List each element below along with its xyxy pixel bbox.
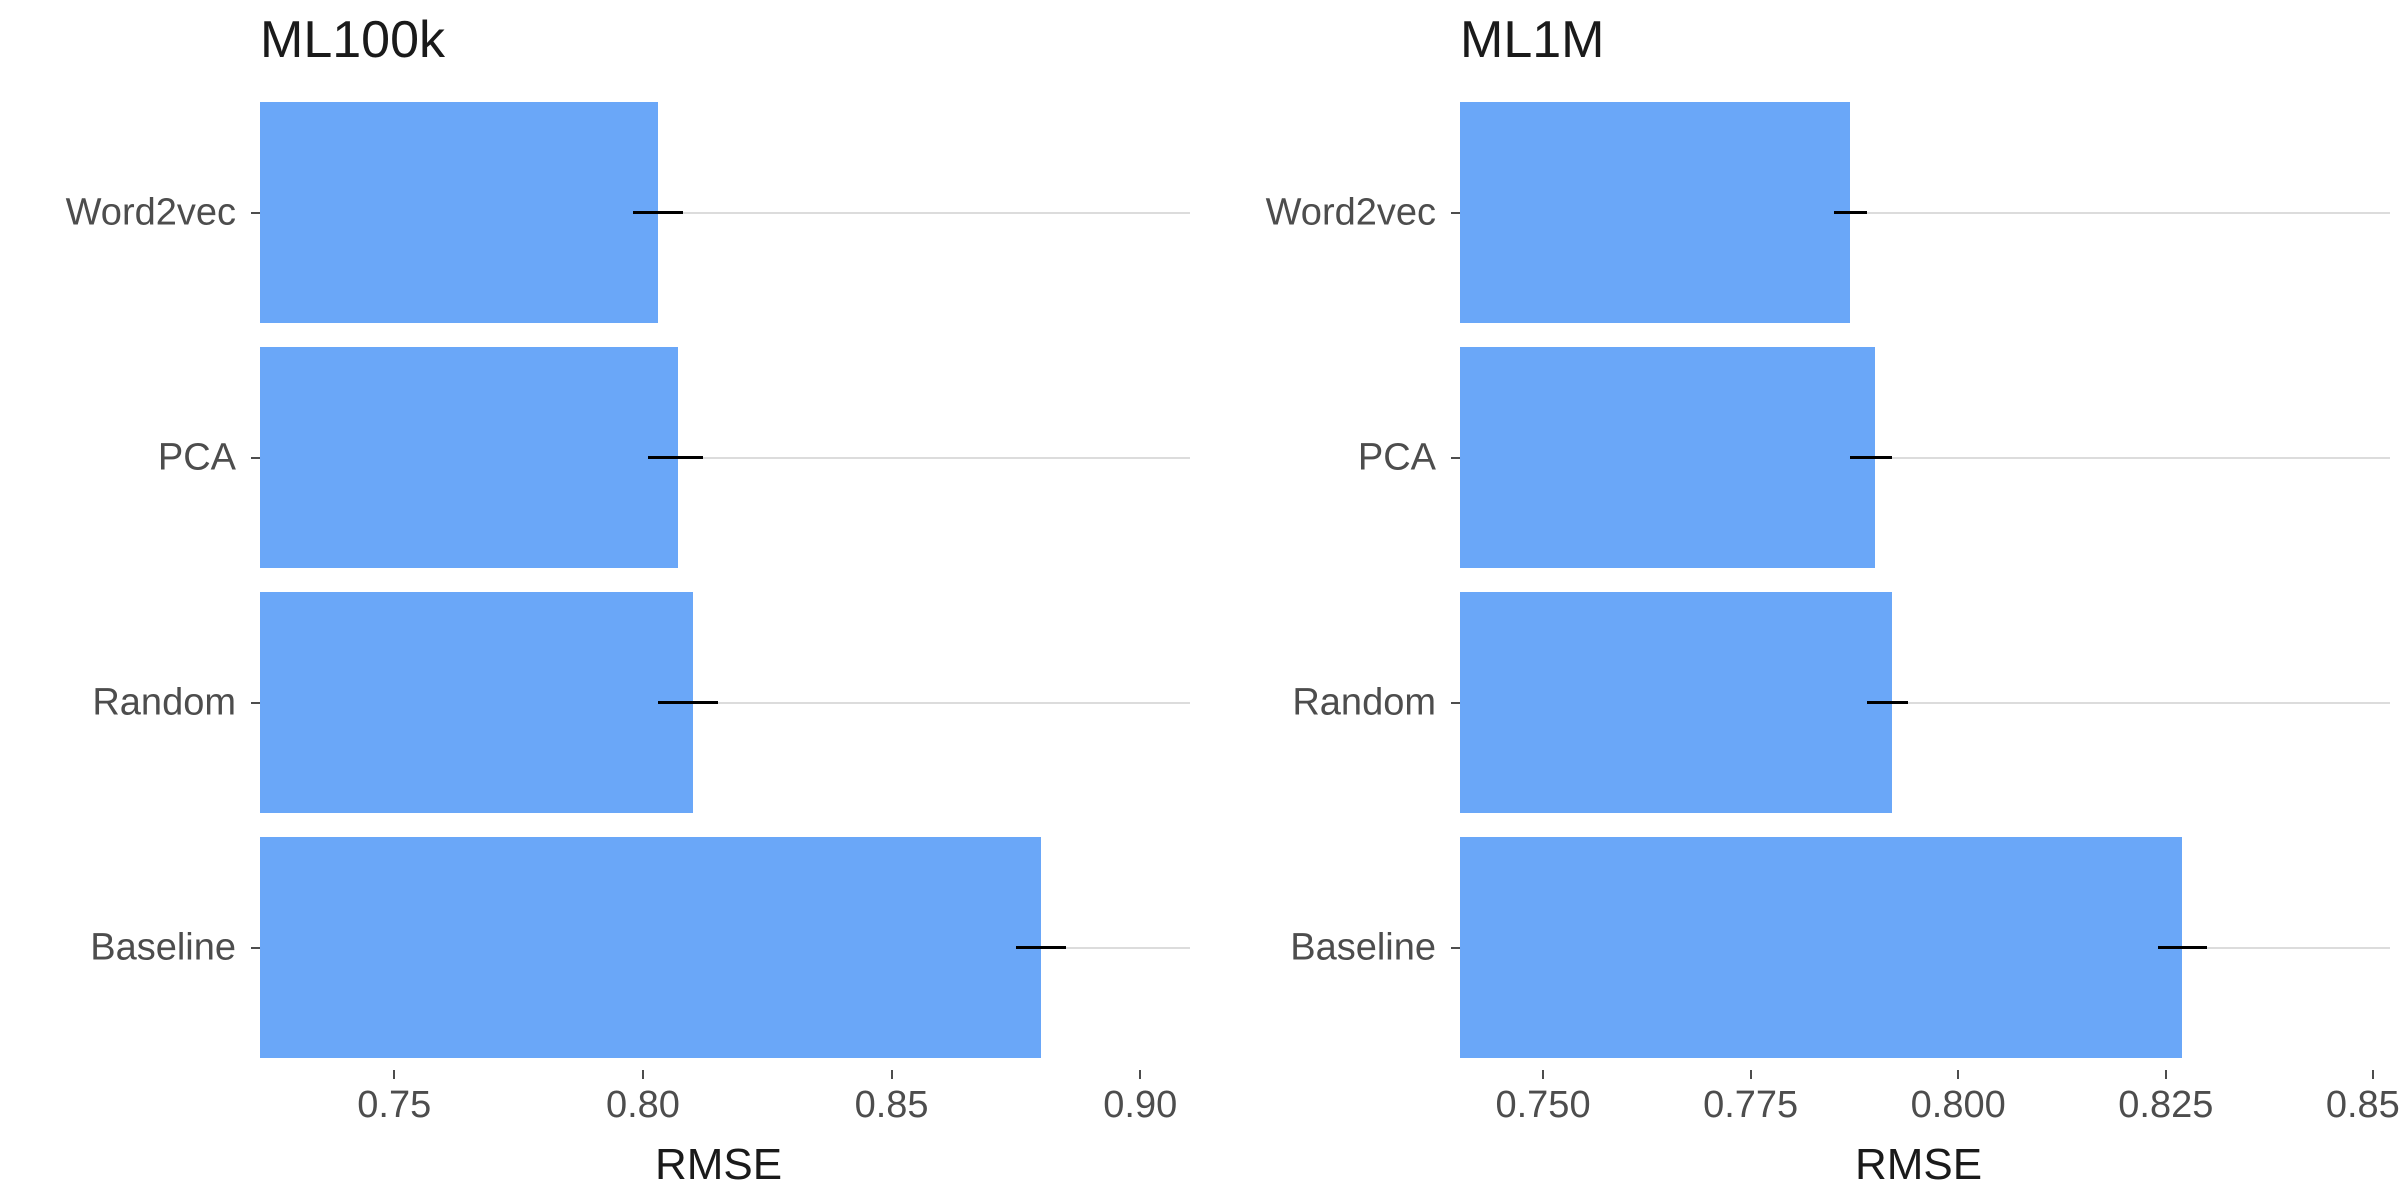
y-tick-mark (1451, 947, 1460, 949)
x-axis-label: RMSE (1855, 1140, 1982, 1190)
bar (1460, 592, 1892, 813)
x-tick-label: 0.90 (1103, 1084, 1177, 1127)
error-bar (633, 211, 683, 214)
x-tick-label: 0.80 (606, 1084, 680, 1127)
x-tick-mark (642, 1070, 644, 1079)
y-tick-mark (251, 212, 260, 214)
bar (1460, 837, 2182, 1058)
y-tick-label: Random (0, 681, 236, 724)
error-bar (1834, 211, 1867, 214)
bar (260, 347, 678, 568)
error-bar (648, 456, 703, 459)
bar (260, 837, 1041, 1058)
y-tick-label: PCA (0, 436, 236, 479)
y-tick-label: Baseline (1200, 926, 1436, 969)
x-tick-label: 0.75 (357, 1084, 431, 1127)
y-tick-label: Baseline (0, 926, 236, 969)
y-tick-label: Random (1200, 681, 1436, 724)
x-tick-label: 0.825 (2118, 1084, 2213, 1127)
y-tick-mark (251, 457, 260, 459)
x-tick-label: 0.850 (2326, 1084, 2400, 1127)
panel-title: ML1M (1460, 10, 1604, 70)
y-tick-mark (1451, 212, 1460, 214)
error-bar (2158, 946, 2208, 949)
x-tick-mark (393, 1070, 395, 1079)
y-tick-label: PCA (1200, 436, 1436, 479)
bar (260, 102, 658, 323)
bar (260, 592, 693, 813)
x-tick-label: 0.800 (1911, 1084, 2006, 1127)
error-bar (1867, 701, 1909, 704)
chart-panel-ml100k: ML100kSource model initialized withRMSEW… (0, 0, 1200, 1200)
x-tick-mark (1750, 1070, 1752, 1079)
x-tick-mark (2165, 1070, 2167, 1079)
x-tick-label: 0.750 (1495, 1084, 1590, 1127)
x-tick-label: 0.775 (1703, 1084, 1798, 1127)
chart-panel-ml1m: ML1MSource model initialized withRMSEWor… (1200, 0, 2400, 1200)
y-tick-mark (251, 702, 260, 704)
error-bar (1850, 456, 1892, 459)
panel-title: ML100k (260, 10, 445, 70)
y-tick-label: Word2vec (0, 191, 236, 234)
y-tick-label: Word2vec (1200, 191, 1436, 234)
y-tick-mark (1451, 457, 1460, 459)
x-tick-mark (1139, 1070, 1141, 1079)
bar (1460, 102, 1850, 323)
y-tick-mark (251, 947, 260, 949)
x-tick-mark (891, 1070, 893, 1079)
y-tick-mark (1451, 702, 1460, 704)
x-tick-mark (1957, 1070, 1959, 1079)
x-tick-mark (1542, 1070, 1544, 1079)
x-axis-label: RMSE (655, 1140, 782, 1190)
x-tick-label: 0.85 (855, 1084, 929, 1127)
error-bar (658, 701, 718, 704)
x-tick-mark (2372, 1070, 2374, 1079)
error-bar (1016, 946, 1066, 949)
bar (1460, 347, 1875, 568)
